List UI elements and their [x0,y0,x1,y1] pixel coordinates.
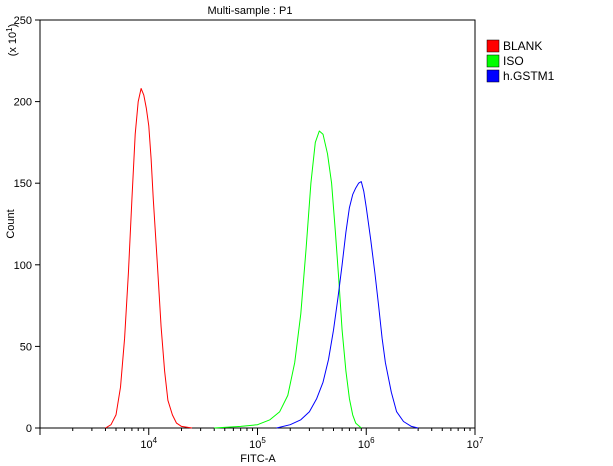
legend-label: h.GSTM1 [503,69,555,83]
x-tick-label-base: 10 [249,439,261,451]
x-tick-label: 104 [140,436,157,451]
x-axis-label: FITC-A [240,453,276,465]
y-multiplier-exp: 1 [5,27,14,32]
legend-label: ISO [503,54,524,68]
y-tick-label: 100 [14,260,32,272]
series-layer [105,88,419,429]
x-tick-label: 106 [358,436,375,451]
y-tick-label: 200 [14,97,32,109]
x-tick-label-exp: 4 [153,436,158,445]
series-line-blank [105,88,193,429]
y-multiplier: (x 101) [5,24,19,57]
plot-area-frame [39,19,476,429]
y-axis-ticks: 0 50 100 150 200 250 [14,15,40,435]
series-line-h-gstm1 [276,181,419,429]
y-tick-label: 50 [20,341,32,353]
legend-swatch [486,54,500,68]
x-tick-label-exp: 5 [261,436,266,445]
y-tick-label: 0 [26,423,32,435]
x-tick-label: 107 [467,436,484,451]
y-tick-label: 250 [14,15,32,27]
series-line-iso [214,130,362,429]
y-multiplier-base: (x 10 [7,32,19,56]
y-axis-label: Count [5,209,17,238]
x-axis-ticks: 104 105 106 107 [39,428,484,451]
y-multiplier-close: ) [7,24,19,28]
x-tick-label-exp: 6 [370,436,375,445]
x-tick-label: 105 [249,436,266,451]
y-tick-label: 150 [14,178,32,190]
chart-title: Multi-sample : P1 [208,5,293,17]
x-tick-label-base: 10 [140,439,152,451]
legend-swatch [486,39,500,53]
x-tick-label-base: 10 [358,439,370,451]
x-tick-label-exp: 7 [479,436,484,445]
x-tick-label-base: 10 [467,439,479,451]
legend-label: BLANK [503,39,542,53]
legend-swatch [486,69,500,83]
